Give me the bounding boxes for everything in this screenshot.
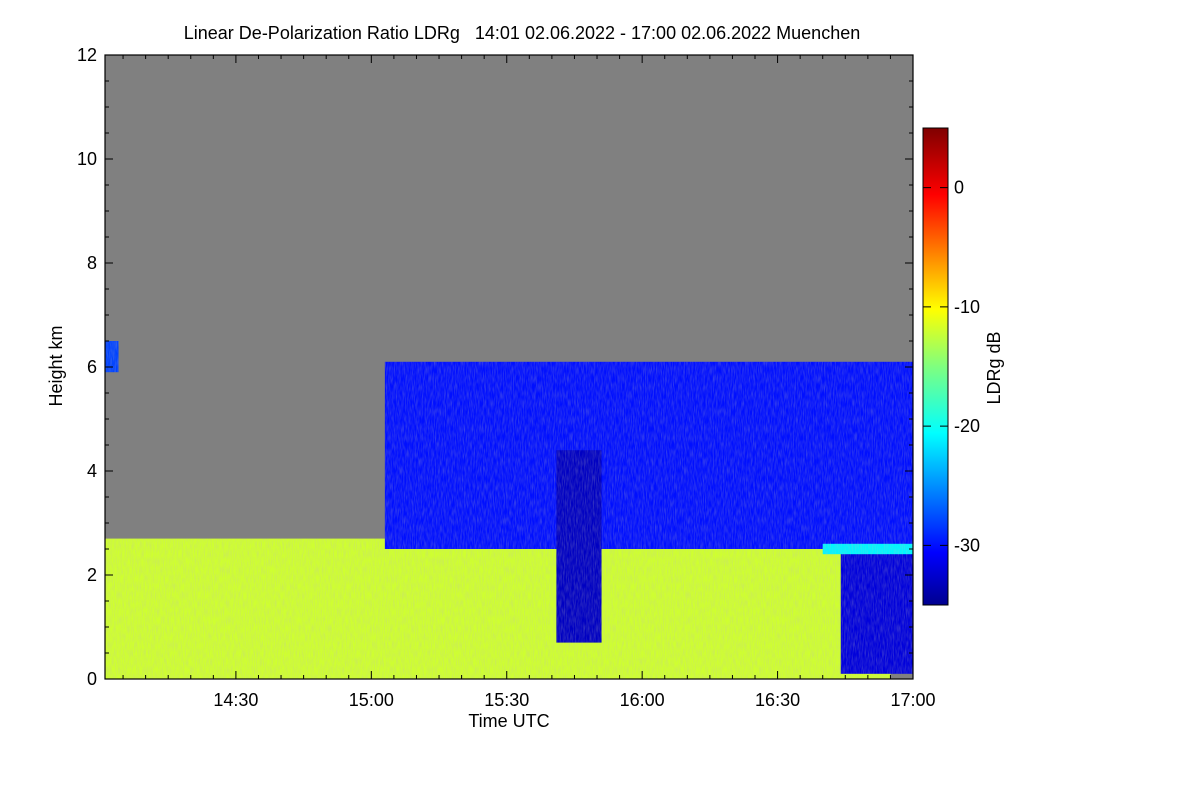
x-axis-label: Time UTC xyxy=(468,711,549,731)
feature-mid-level-cloud xyxy=(384,361,913,549)
colorbar-tick-label: 0 xyxy=(954,178,964,198)
feature-texture xyxy=(105,341,119,373)
x-axis: 14:30 15:00 15:30 16:00 16:30 17:00 xyxy=(122,55,936,710)
y-tick-label: 12 xyxy=(77,45,97,65)
y-tick-label: 6 xyxy=(87,357,97,377)
y-axis-label: Height km xyxy=(46,325,66,406)
x-tick-label: 14:30 xyxy=(213,690,258,710)
feature-texture xyxy=(840,549,913,674)
feature-texture xyxy=(556,450,602,643)
feature-texture xyxy=(105,538,891,679)
colorbar-ticks: 0 -10 -20 -30 xyxy=(923,178,980,555)
y-tick-label: 4 xyxy=(87,461,97,481)
feature-boundary-layer-aerosol xyxy=(105,538,891,679)
feature-thin-cloud-layer xyxy=(105,341,119,373)
feature-cloud-base-liquid-layer xyxy=(822,543,913,555)
colorbar-tick-label: -10 xyxy=(954,297,980,317)
y-tick-label: 10 xyxy=(77,149,97,169)
x-tick-label: 17:00 xyxy=(890,690,935,710)
colorbar: 0 -10 -20 -30 LDRg dB xyxy=(922,127,1004,606)
feature-precipitation-fall-streak xyxy=(556,450,602,643)
colorbar-tick-label: -20 xyxy=(954,416,980,436)
y-tick-label: 8 xyxy=(87,253,97,273)
colorbar-label: LDRg dB xyxy=(984,331,1004,404)
x-tick-label: 16:30 xyxy=(755,690,800,710)
feature-texture xyxy=(822,543,913,555)
colorbar-tick-label: -30 xyxy=(954,535,980,555)
y-tick-label: 0 xyxy=(87,669,97,689)
y-tick-label: 2 xyxy=(87,565,97,585)
x-tick-label: 15:00 xyxy=(349,690,394,710)
x-tick-label: 16:00 xyxy=(620,690,665,710)
plot-area xyxy=(105,55,913,679)
feature-low-ldr-region-near-surface xyxy=(840,549,913,674)
y-axis: 0 2 4 6 8 10 12 xyxy=(77,45,913,689)
x-tick-label: 15:30 xyxy=(484,690,529,710)
chart-title: Linear De-Polarization Ratio LDRg 14:01 … xyxy=(184,23,860,43)
feature-texture xyxy=(384,361,913,549)
colorbar-gradient xyxy=(922,127,949,606)
